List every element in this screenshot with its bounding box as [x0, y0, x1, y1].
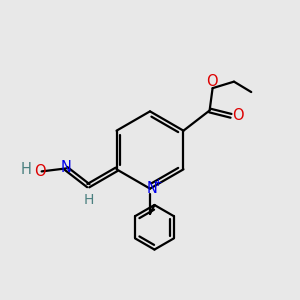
Text: N: N [147, 181, 158, 196]
Text: H: H [21, 162, 32, 177]
Text: +: + [154, 178, 163, 188]
Text: O: O [232, 108, 243, 123]
Text: O: O [206, 74, 218, 89]
Text: N: N [61, 160, 71, 175]
Text: O: O [34, 164, 46, 179]
Text: H: H [84, 193, 94, 207]
